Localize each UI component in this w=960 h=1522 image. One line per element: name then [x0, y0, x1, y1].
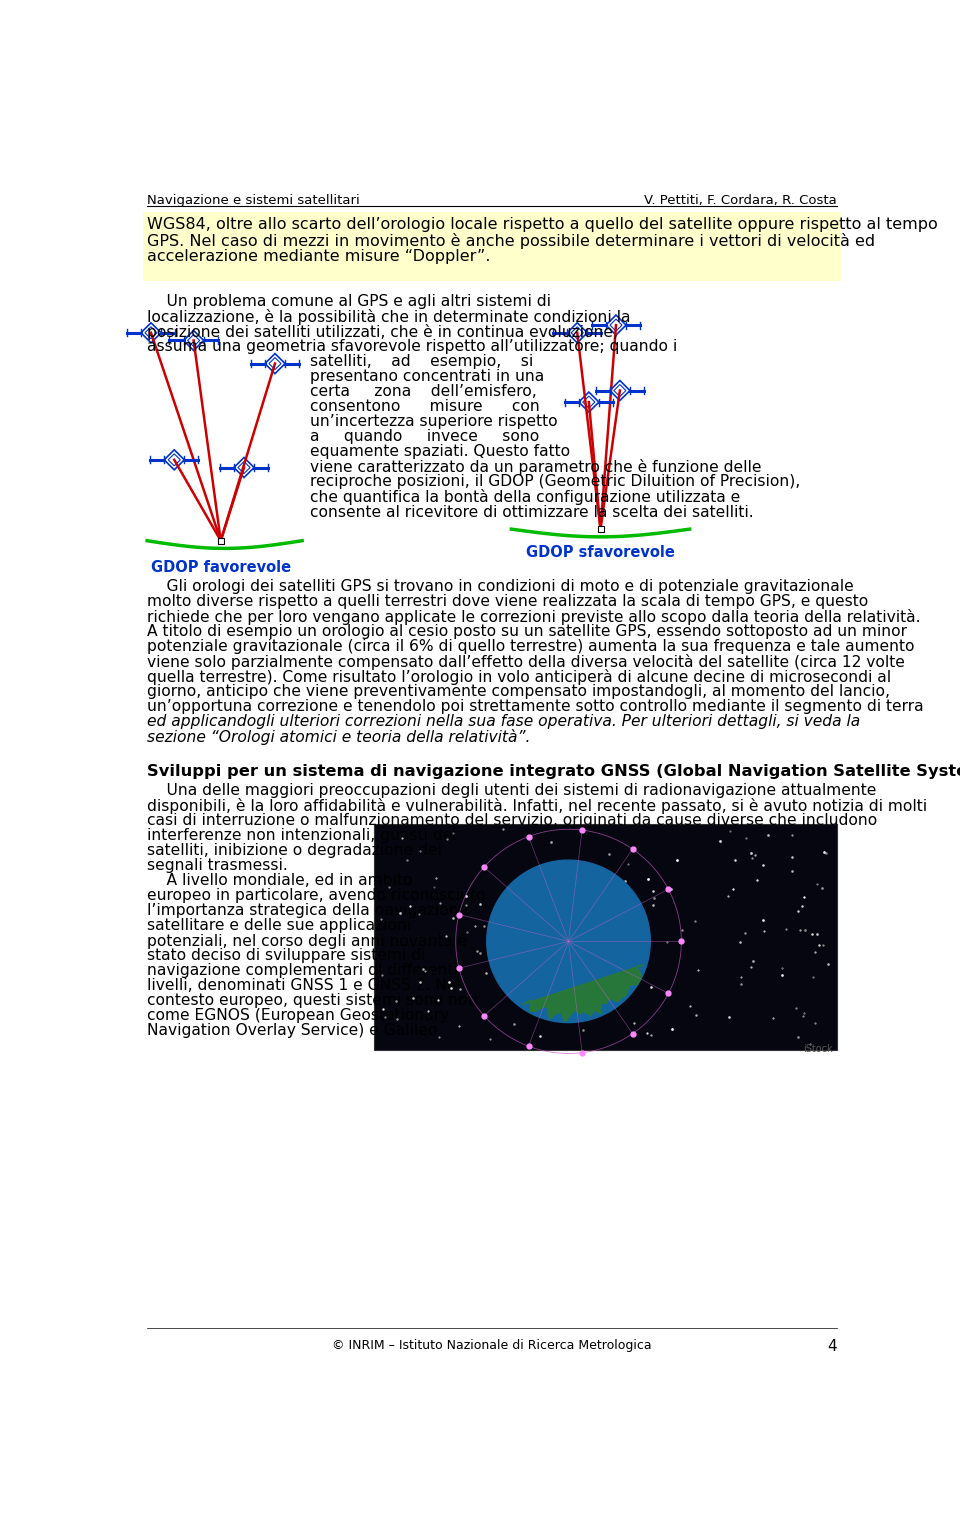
Text: europeo in particolare, avendo riconosciuto: europeo in particolare, avendo riconosci…: [147, 887, 486, 903]
Text: contesto europeo, questi sistemi sono noti: contesto europeo, questi sistemi sono no…: [147, 992, 478, 1008]
Text: a     quando     invece     sono: a quando invece sono: [310, 429, 540, 444]
Text: V. Pettiti, F. Cordara, R. Costa: V. Pettiti, F. Cordara, R. Costa: [644, 195, 837, 207]
Text: potenziali, nel corso degli anni novanta è: potenziali, nel corso degli anni novanta…: [147, 933, 468, 950]
Text: segnali trasmessi.: segnali trasmessi.: [147, 858, 288, 874]
Text: © INRIM – Istituto Nazionale di Ricerca Metrologica: © INRIM – Istituto Nazionale di Ricerca …: [332, 1339, 652, 1352]
Text: satelliti, inibizione o degradazione dei: satelliti, inibizione o degradazione dei: [147, 843, 442, 858]
Text: potenziale gravitazionale (circa il 6% di quello terrestre) aumenta la sua frequ: potenziale gravitazionale (circa il 6% d…: [147, 639, 915, 654]
Text: viene caratterizzato da un parametro che è funzione delle: viene caratterizzato da un parametro che…: [310, 460, 761, 475]
Text: posizione dei satelliti utilizzati, che è in continua evoluzione,: posizione dei satelliti utilizzati, che …: [147, 324, 618, 341]
Text: disponibili, è la loro affidabilità e vulnerabilità. Infatti, nel recente passat: disponibili, è la loro affidabilità e vu…: [147, 798, 927, 814]
Text: GPS. Nel caso di mezzi in movimento è anche possibile determinare i vettori di v: GPS. Nel caso di mezzi in movimento è an…: [147, 233, 876, 248]
Text: satellitare e delle sue applicazioni: satellitare e delle sue applicazioni: [147, 918, 412, 933]
Text: casi di interruzione o malfunzionamento del servizio, originati da cause diverse: casi di interruzione o malfunzionamento …: [147, 813, 877, 828]
Text: Sviluppi per un sistema di navigazione integrato GNSS (Global Navigation Satelli: Sviluppi per un sistema di navigazione i…: [147, 764, 960, 779]
Text: equamente spaziati. Questo fatto: equamente spaziati. Questo fatto: [310, 444, 570, 460]
Text: iStock: iStock: [804, 1044, 833, 1053]
Polygon shape: [487, 860, 650, 1023]
Text: presentano concentrati in una: presentano concentrati in una: [310, 370, 544, 385]
Text: consente al ricevitore di ottimizzare la scelta dei satelliti.: consente al ricevitore di ottimizzare la…: [310, 504, 754, 519]
Text: che quantifica la bontà della configurazione utilizzata e: che quantifica la bontà della configuraz…: [310, 490, 740, 505]
Text: l’importanza strategica della navigazione: l’importanza strategica della navigazion…: [147, 903, 468, 918]
Bar: [143, 212, 841, 282]
Text: ed applicandogli ulteriori correzioni nella sua fase operativa. Per ulteriori de: ed applicandogli ulteriori correzioni ne…: [147, 714, 860, 729]
Text: navigazione complementari di differenti: navigazione complementari di differenti: [147, 963, 458, 979]
Text: GDOP favorevole: GDOP favorevole: [151, 560, 291, 575]
Text: consentono      misure      con: consentono misure con: [310, 399, 540, 414]
Text: A livello mondiale, ed in ambito: A livello mondiale, ed in ambito: [147, 874, 413, 887]
Text: GDOP sfavorevole: GDOP sfavorevole: [526, 545, 675, 560]
Text: satelliti,    ad    esempio,    si: satelliti, ad esempio, si: [310, 355, 533, 370]
Text: accelerazione mediante misure “Doppler”.: accelerazione mediante misure “Doppler”.: [147, 250, 491, 263]
Text: viene solo parzialmente compensato dall’effetto della diversa velocità del satel: viene solo parzialmente compensato dall’…: [147, 654, 905, 670]
Text: come EGNOS (European Geostationary: come EGNOS (European Geostationary: [147, 1008, 449, 1023]
Polygon shape: [522, 965, 644, 1021]
Text: molto diverse rispetto a quelli terrestri dove viene realizzata la scala di temp: molto diverse rispetto a quelli terrestr…: [147, 594, 869, 609]
Text: A titolo di esempio un orologio al cesio posto su un satellite GPS, essendo sott: A titolo di esempio un orologio al cesio…: [147, 624, 907, 639]
Text: livelli, denominati GNSS 1 e GNSS 2. Nel: livelli, denominati GNSS 1 e GNSS 2. Nel: [147, 979, 461, 992]
Text: interferenze non intenzionali, guasti dei: interferenze non intenzionali, guasti de…: [147, 828, 457, 843]
Text: un’opportuna correzione e tenendolo poi strettamente sotto controllo mediante il: un’opportuna correzione e tenendolo poi …: [147, 699, 924, 714]
Text: quella terrestre). Come risultato l’orologio in volo anticiperà di alcune decine: quella terrestre). Come risultato l’orol…: [147, 670, 891, 685]
Text: Un problema comune al GPS e agli altri sistemi di: Un problema comune al GPS e agli altri s…: [147, 294, 551, 309]
Text: Una delle maggiori preoccupazioni degli utenti dei sistemi di radionavigazione a: Una delle maggiori preoccupazioni degli …: [147, 782, 876, 798]
Text: reciproche posizioni, il GDOP (Geometric Diluition of Precision),: reciproche posizioni, il GDOP (Geometric…: [310, 475, 800, 490]
Text: sezione “Orologi atomici e teoria della relatività”.: sezione “Orologi atomici e teoria della …: [147, 729, 531, 746]
Text: Navigation Overlay Service) e Galileo.: Navigation Overlay Service) e Galileo.: [147, 1023, 443, 1038]
Text: stato deciso di sviluppare sistemi di: stato deciso di sviluppare sistemi di: [147, 948, 425, 963]
Text: localizzazione, è la possibilità che in determinate condizioni la: localizzazione, è la possibilità che in …: [147, 309, 631, 326]
Text: WGS84, oltre allo scarto dell’orologio locale rispetto a quello del satellite op: WGS84, oltre allo scarto dell’orologio l…: [147, 216, 938, 231]
Text: giorno, anticipo che viene preventivamente compensato impostandogli, al momento : giorno, anticipo che viene preventivamen…: [147, 685, 890, 699]
Text: Navigazione e sistemi satellitari: Navigazione e sistemi satellitari: [147, 195, 360, 207]
Text: Gli orologi dei satelliti GPS si trovano in condizioni di moto e di potenziale g: Gli orologi dei satelliti GPS si trovano…: [147, 580, 853, 594]
Text: un’incertezza superiore rispetto: un’incertezza superiore rispetto: [310, 414, 558, 429]
Text: certa     zona    dell’emisfero,: certa zona dell’emisfero,: [310, 385, 537, 399]
Bar: [374, 823, 837, 1050]
Text: 4: 4: [828, 1339, 837, 1355]
Text: richiede che per loro vengano applicate le correzioni previste allo scopo dalla : richiede che per loro vengano applicate …: [147, 609, 921, 626]
Text: assuma una geometria sfavorevole rispetto all’utilizzatore; quando i: assuma una geometria sfavorevole rispett…: [147, 339, 678, 355]
